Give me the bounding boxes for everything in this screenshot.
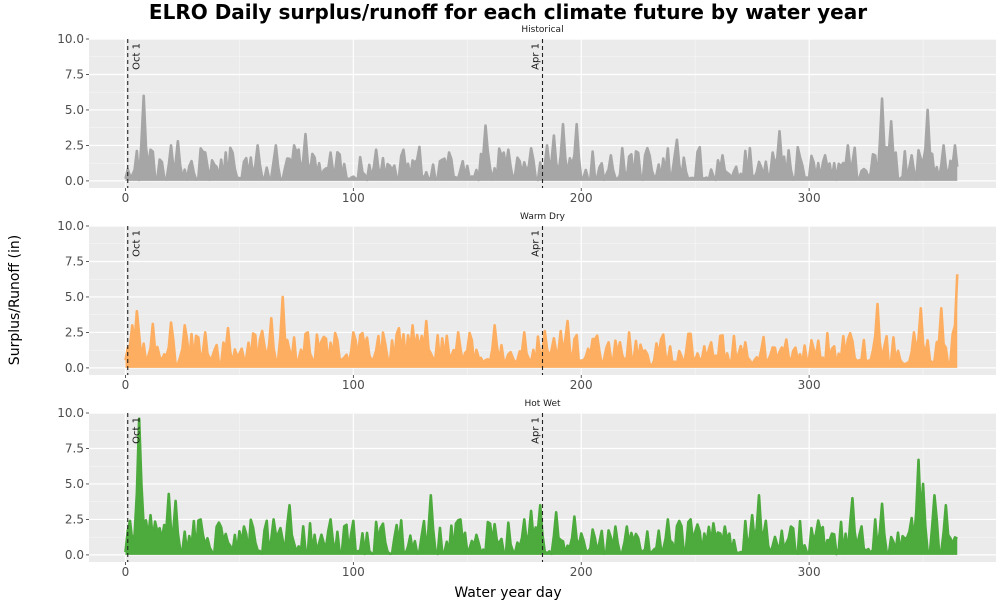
y-tick-label: 10.0 bbox=[57, 406, 84, 420]
x-tick-label: 0 bbox=[122, 191, 130, 205]
y-tick-label: 0.0 bbox=[65, 174, 84, 188]
x-tick-label: 300 bbox=[798, 565, 821, 579]
panel-warm-dry: Warm Dry 0 100 200 300 0.0 2.5 5.0 7.5 10.0 Oct 1 A… bbox=[57, 212, 996, 392]
x-tick-label: 100 bbox=[342, 565, 365, 579]
y-tick-label: 7.5 bbox=[65, 254, 84, 268]
facet-label-historical: Historical bbox=[521, 25, 563, 35]
x-axis-label: Water year day bbox=[454, 585, 561, 600]
panel-hot-wet: Hot Wet 0 100 200 300 0.0 2.5 5.0 7.5 10.0 Oct 1 Ap… bbox=[57, 399, 996, 579]
y-tick-label: 5.0 bbox=[65, 103, 84, 117]
y-tick-label: 2.5 bbox=[65, 512, 84, 526]
y-tick-label: 7.5 bbox=[65, 67, 84, 81]
x-tick-label: 200 bbox=[570, 565, 593, 579]
reference-label: Apr 1 bbox=[531, 417, 542, 444]
facet-label-warm-dry: Warm Dry bbox=[520, 212, 566, 222]
facet-panels: Historical 0 100 200 300 0.0 2.5 5.0 7.5 10.0 Oct … bbox=[57, 25, 996, 579]
reference-label: Apr 1 bbox=[531, 43, 542, 70]
panel-historical: Historical 0 100 200 300 0.0 2.5 5.0 7.5 10.0 Oct … bbox=[57, 25, 996, 205]
y-tick-label: 10.0 bbox=[57, 219, 84, 233]
y-tick-label: 7.5 bbox=[65, 441, 84, 455]
y-tick-label: 0.0 bbox=[65, 361, 84, 375]
reference-label: Oct 1 bbox=[132, 230, 143, 257]
y-tick-label: 5.0 bbox=[65, 290, 84, 304]
x-tick-label: 0 bbox=[122, 378, 130, 392]
y-tick-label: 2.5 bbox=[65, 138, 84, 152]
series-line-warm-dry bbox=[124, 274, 959, 368]
y-tick-label: 0.0 bbox=[65, 548, 84, 562]
x-tick-label: 200 bbox=[570, 378, 593, 392]
x-tick-label: 0 bbox=[122, 565, 130, 579]
reference-label: Oct 1 bbox=[132, 417, 143, 444]
x-tick-label: 200 bbox=[570, 191, 593, 205]
facet-label-hot-wet: Hot Wet bbox=[524, 399, 561, 409]
series-line-historical bbox=[124, 94, 959, 182]
x-tick-label: 100 bbox=[342, 191, 365, 205]
y-tick-label: 5.0 bbox=[65, 477, 84, 491]
reference-label: Apr 1 bbox=[531, 230, 542, 257]
reference-label: Oct 1 bbox=[132, 43, 143, 70]
y-tick-label: 10.0 bbox=[57, 32, 84, 46]
x-tick-label: 300 bbox=[798, 378, 821, 392]
chart-title: ELRO Daily surplus/runoff for each clima… bbox=[149, 0, 867, 24]
series-line-hot-wet bbox=[124, 417, 958, 556]
x-tick-label: 300 bbox=[798, 191, 821, 205]
y-axis-label: Surplus/Runoff (in) bbox=[7, 235, 23, 365]
y-tick-label: 2.5 bbox=[65, 325, 84, 339]
x-tick-label: 100 bbox=[342, 378, 365, 392]
